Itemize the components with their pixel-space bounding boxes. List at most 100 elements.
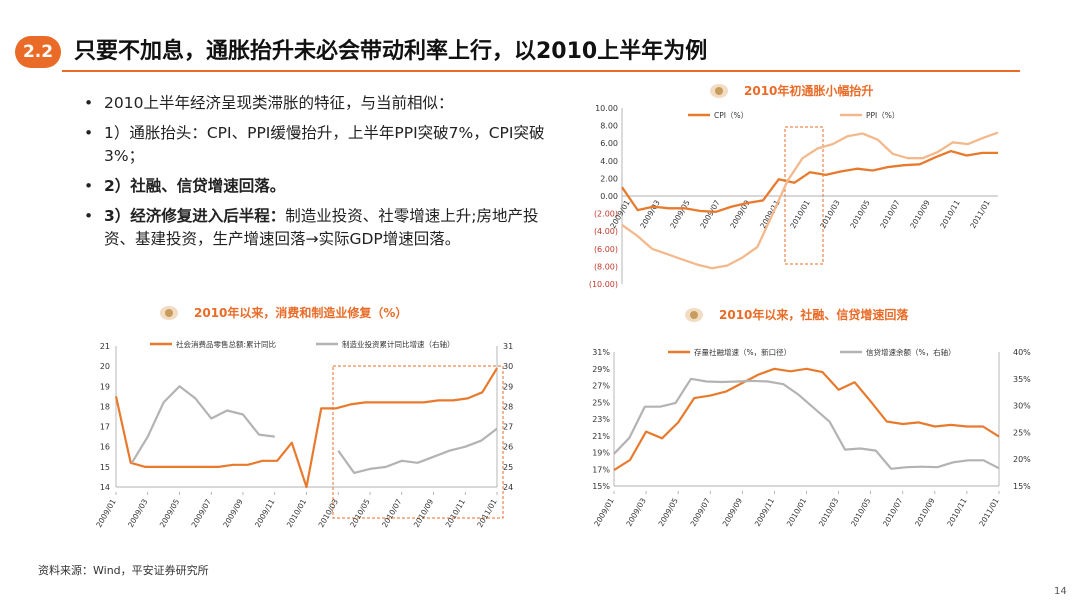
consumption-x-tick-label: 2010/07	[380, 497, 403, 529]
bullet-list: 2010上半年经济呈现类滞胀的特征，与当前相似： 1）通胀抬头：CPI、PPI缓…	[84, 92, 554, 258]
consumption-y-right-tick-label: 30	[503, 362, 513, 371]
credit-y-left-tick-label: 15%	[592, 482, 610, 491]
inflation-x-tick-label: 2010/03	[818, 198, 841, 230]
inflation-x-tick-label: 2009/05	[668, 198, 691, 230]
credit-x-tick-label: 2009/03	[624, 496, 647, 528]
consumption-x-tick-label: 2009/01	[94, 497, 117, 529]
credit-x-tick-label: 2010/07	[881, 496, 904, 528]
consumption-y-right-tick-label: 27	[503, 423, 513, 432]
consumption-series-retail-line	[114, 367, 498, 489]
inflation-series-cpi-line	[621, 149, 998, 213]
consumption-x-tick-label: 2010/05	[348, 497, 371, 529]
consumption-manufacturing-legend-label: 制造业投资累计同比增速（右轴）	[342, 339, 455, 349]
target-icon	[160, 305, 178, 320]
chart-title-consumption: 2010年以来，消费和制造业修复（%）	[160, 304, 407, 321]
consumption-x-tick-label: 2009/11	[253, 497, 276, 529]
consumption-y-right-tick-label: 26	[503, 443, 513, 452]
consumption-y-right-tick-label: 29	[503, 382, 513, 391]
inflation-x-tick-label: 2009/03	[638, 198, 661, 230]
bullet-1: 2010上半年经济呈现类滞胀的特征，与当前相似：	[84, 92, 554, 115]
credit-y-left-tick-label: 25%	[592, 398, 610, 407]
consumption-x-tick-label: 2009/09	[221, 497, 244, 529]
credit-x-tick-label: 2009/07	[689, 496, 712, 528]
inflation-x-tick-label: 2011/01	[968, 198, 991, 230]
bullet-4-text: 制造业投资、社零增速上升;房地产投资、基建投资，生产增速回落→实际GDP增速回落…	[104, 207, 539, 248]
consumption-x-tick-label: 2010/01	[285, 497, 308, 529]
consumption-y-left-tick-label: 20	[100, 362, 110, 371]
inflation-series-ppi-line	[621, 131, 999, 270]
inflation-x-tick-label: 2010/01	[788, 198, 811, 230]
credit-y-right-tick-label: 20%	[1013, 455, 1031, 464]
bullet-2: 1）通胀抬头：CPI、PPI缓慢抬升，上半年PPI突破7%，CPI突破3%；	[84, 122, 554, 168]
inflation-highlight-box	[784, 126, 824, 265]
bullet-2-text: 1）通胀抬头：CPI、PPI缓慢抬升，上半年PPI突破7%，CPI突破3%；	[104, 124, 545, 165]
consumption-y-left-tick-label: 14	[100, 483, 110, 492]
inflation-y-tick-label: (4.00)	[594, 227, 618, 236]
credit-y-left-tick-label: 27%	[592, 382, 610, 391]
chart-title-inflation: 2010年初通胀小幅抬升	[710, 82, 873, 99]
inflation-y-tick-label: 10.00	[595, 104, 618, 113]
consumption-x-tick-label: 2009/05	[158, 497, 181, 529]
consumption-y-left-tick-label: 15	[100, 463, 110, 472]
bullet-1-text: 2010上半年经济呈现类滞胀的特征，与当前相似：	[104, 94, 454, 112]
consumption-retail-legend-label: 社会消费品零售总额:累计同比	[176, 339, 277, 349]
consumption-series-manufacturing-line	[130, 385, 498, 474]
inflation-x-tick-label: 2010/05	[848, 198, 871, 230]
bullet-3: 2）社融、信贷增速回落。	[84, 175, 554, 198]
consumption-x-tick-label: 2010/11	[444, 497, 467, 529]
consumption-x-tick-label: 2009/03	[126, 497, 149, 529]
credit-y-right-tick-label: 25%	[1013, 428, 1031, 437]
credit-x-tick-label: 2009/11	[753, 496, 776, 528]
credit-social-financing-legend-label: 存量社融增速（%，新口径）	[694, 347, 791, 357]
inflation-y-tick-label: 8.00	[600, 122, 618, 131]
credit-loans-legend-label: 信贷增速余额（%，右轴）	[866, 347, 956, 357]
credit-y-left-tick-label: 17%	[592, 465, 610, 474]
inflation-y-tick-label: 4.00	[600, 157, 618, 166]
inflation-y-tick-label: (2.00)	[594, 210, 618, 219]
page-number: 14	[1054, 586, 1067, 597]
consumption-y-right-tick-label: 24	[503, 483, 513, 492]
inflation-x-tick-label: 2010/09	[908, 198, 931, 230]
credit-y-left-tick-label: 19%	[592, 449, 610, 458]
credit-x-tick-label: 2010/11	[945, 496, 968, 528]
target-icon	[710, 83, 728, 98]
consumption-y-right-tick-label: 28	[503, 402, 513, 411]
inflation-x-tick-label: 2010/11	[938, 198, 961, 230]
credit-y-right-tick-label: 35%	[1013, 375, 1031, 384]
inflation-x-tick-label: 2009/07	[698, 198, 721, 230]
credit-y-left-tick-label: 29%	[592, 365, 610, 374]
consumption-y-left-tick-label: 16	[100, 443, 110, 452]
bullet-4-strong: 3）经济修复进入后半程：	[104, 207, 286, 225]
chart-title-credit-text: 2010年以来，社融、信贷增速回落	[719, 308, 909, 322]
chart-title-consumption-text: 2010年以来，消费和制造业修复（%）	[194, 306, 408, 320]
bullet-3-strong: 2）社融、信贷增速回落。	[104, 177, 286, 195]
consumption-x-tick-label: 2011/01	[475, 497, 498, 529]
credit-series-loans-line	[613, 377, 1000, 470]
credit-y-right-tick-label: 40%	[1013, 348, 1031, 357]
title-divider	[62, 70, 1020, 72]
credit-y-right-tick-label: 15%	[1013, 482, 1031, 491]
inflation-x-tick-label: 2010/07	[878, 198, 901, 230]
consumption-highlight-box	[332, 365, 504, 519]
inflation-y-tick-label: 2.00	[600, 174, 618, 183]
consumption-y-right-tick-label: 25	[503, 463, 513, 472]
page-title: 只要不加息，通胀抬升未必会带动利率上行，以2010上半年为例	[74, 39, 708, 64]
consumption-y-left-tick-label: 19	[100, 382, 110, 391]
inflation-y-tick-label: (6.00)	[594, 245, 618, 254]
credit-y-left-tick-label: 21%	[592, 432, 610, 441]
inflation-y-tick-label: (10.00)	[589, 280, 618, 289]
credit-x-tick-label: 2010/05	[849, 496, 872, 528]
bullet-4: 3）经济修复进入后半程：制造业投资、社零增速上升;房地产投资、基建投资，生产增速…	[84, 205, 554, 251]
consumption-y-left-tick-label: 17	[100, 423, 110, 432]
section-badge: 2.2	[15, 36, 61, 68]
credit-x-tick-label: 2009/01	[592, 496, 615, 528]
credit-y-left-tick-label: 31%	[592, 348, 610, 357]
credit-x-tick-label: 2010/09	[913, 496, 936, 528]
consumption-chart: 21 20 19 18 17 16 15 14 31 30 29 28 27 26 25 24 2009/01 2…	[94, 339, 513, 529]
credit-x-tick-label: 2010/01	[785, 496, 808, 528]
inflation-y-tick-label: 0.00	[600, 192, 618, 201]
credit-x-tick-label: 2009/05	[657, 496, 680, 528]
chart-title-inflation-text: 2010年初通胀小幅抬升	[744, 84, 874, 98]
inflation-ppi-legend-label: PPI（%）	[866, 111, 899, 120]
inflation-y-tick-label: 6.00	[600, 139, 618, 148]
